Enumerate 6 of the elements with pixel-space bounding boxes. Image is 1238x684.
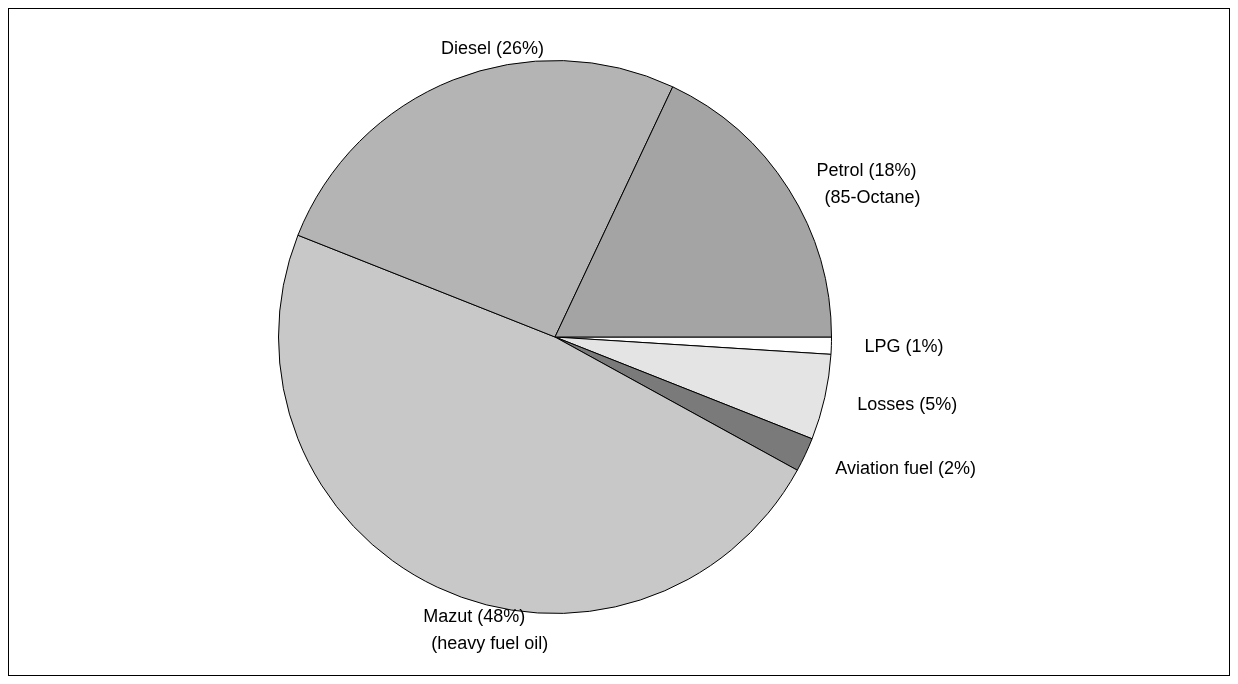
slice-label: Mazut (48%) (heavy fuel oil) [423,606,549,654]
slice-label: Petrol (18%) (85-Octane) [816,160,921,208]
slice-label: Aviation fuel (2%) [835,457,976,478]
slice-label: LPG (1%) [864,335,944,356]
slice-label: Diesel (26%) [441,38,545,59]
slice-label: Losses (5%) [857,393,958,414]
